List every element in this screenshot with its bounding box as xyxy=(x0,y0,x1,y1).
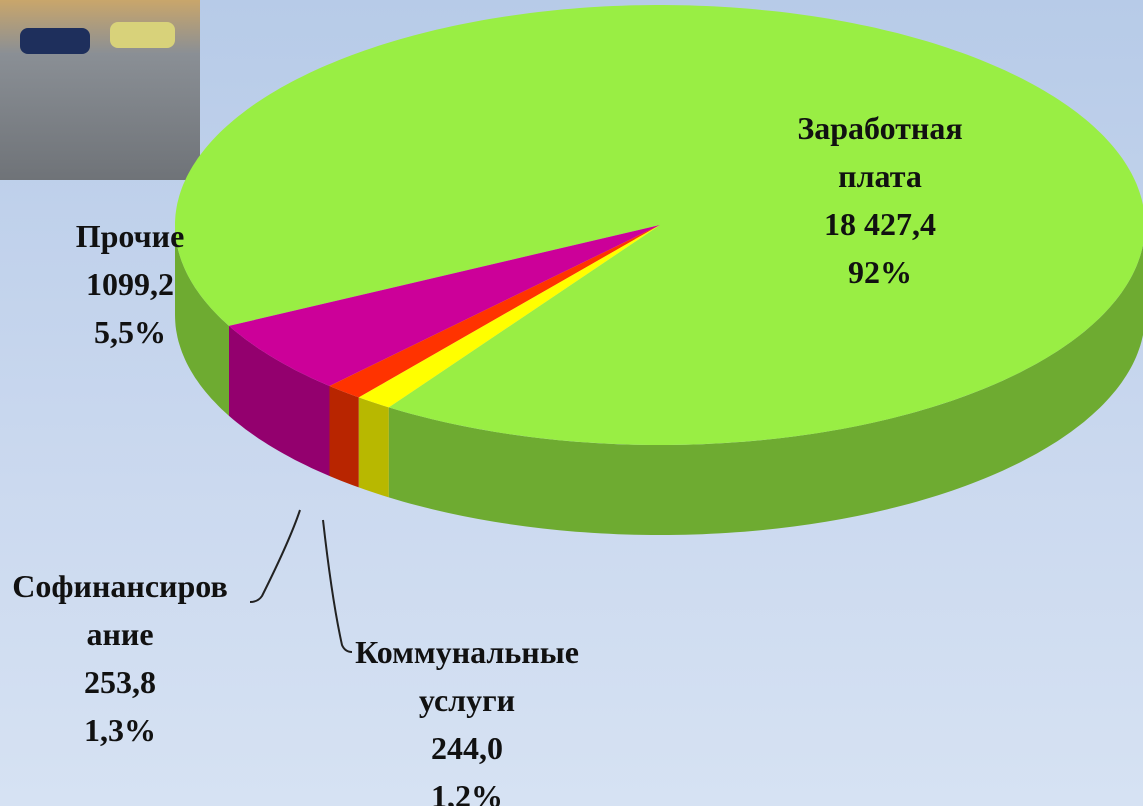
category-label: Коммунальные услуги xyxy=(352,628,582,724)
slide: Заработная плата 18 427,4 92% Прочие 109… xyxy=(0,0,1143,806)
value-label: 1099,2 xyxy=(40,260,220,308)
photo-car xyxy=(110,22,175,48)
photo-car xyxy=(20,28,90,54)
slice-label: Прочие 1099,2 5,5% xyxy=(40,212,220,356)
value-label: 18 427,4 xyxy=(760,200,1000,248)
value-label: 244,0 xyxy=(352,724,582,772)
value-label: 253,8 xyxy=(10,658,230,706)
leader-line xyxy=(250,510,300,602)
slice-label: Софинансирование 253,8 1,3% xyxy=(10,562,230,754)
category-label: Заработная плата xyxy=(760,104,1000,200)
percent-label: 92% xyxy=(760,248,1000,296)
slice-side xyxy=(359,397,389,497)
slice-side xyxy=(330,386,359,487)
percent-label: 1,3% xyxy=(10,706,230,754)
category-label: Софинансирование xyxy=(10,562,230,658)
percent-label: 5,5% xyxy=(40,308,220,356)
category-label: Прочие xyxy=(40,212,220,260)
leader-line xyxy=(323,520,352,652)
slice-label: Коммунальные услуги 244,0 1,2% xyxy=(352,628,582,806)
slice-label: Заработная плата 18 427,4 92% xyxy=(760,104,1000,296)
percent-label: 1,2% xyxy=(352,772,582,806)
